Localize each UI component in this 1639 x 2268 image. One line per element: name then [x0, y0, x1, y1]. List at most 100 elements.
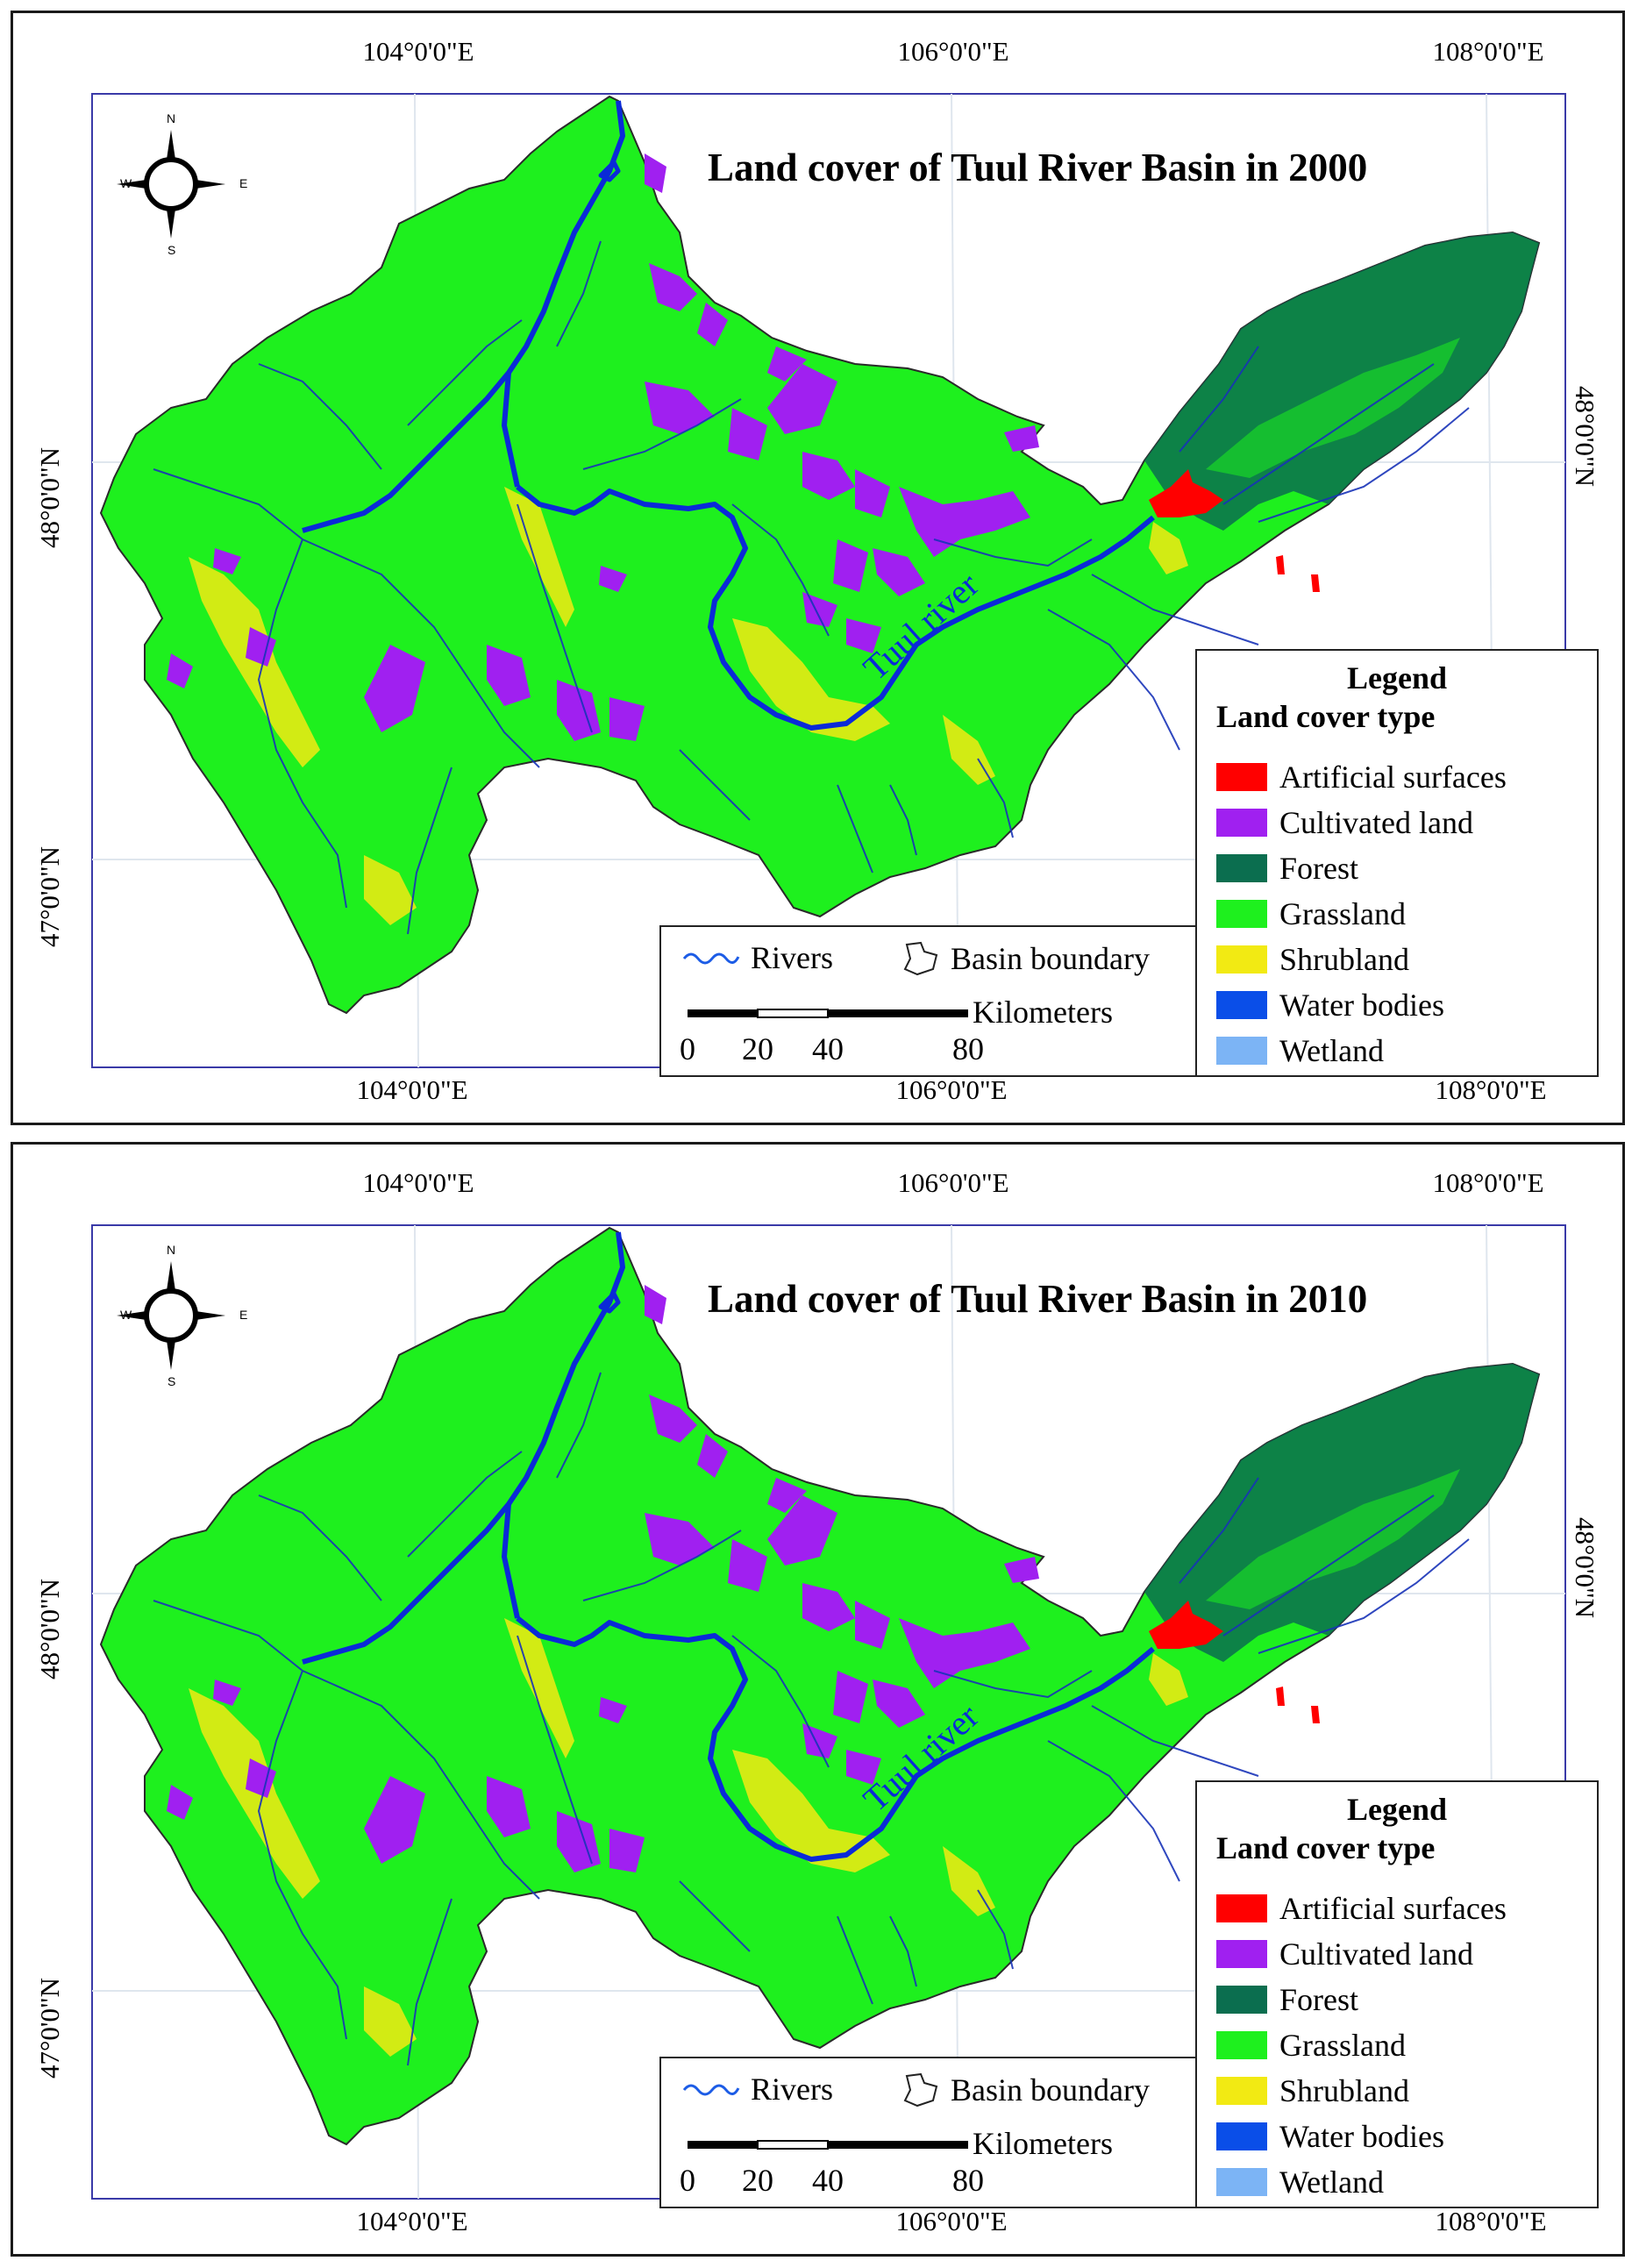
key-rivers: Rivers [681, 2071, 833, 2108]
legend-item: Grassland [1216, 891, 1406, 937]
lon-label-top-108: 108°0'0"E [1432, 36, 1544, 67]
key-basin-label: Basin boundary [951, 941, 1150, 976]
lon-label-top-104: 104°0'0"E [362, 36, 474, 67]
legend-swatch [1216, 2077, 1267, 2105]
lat-label-left-47: 47°0'0"N [34, 845, 65, 947]
legend: Legend Land cover type Artificial surfac… [1195, 649, 1599, 1077]
compass-rose-icon [117, 1261, 225, 1370]
legend-item-label: Grassland [1279, 896, 1406, 931]
key-basin-label: Basin boundary [951, 2072, 1150, 2108]
legend-item: Wetland [1216, 1028, 1384, 1073]
lon-label-bottom-108: 108°0'0"E [1435, 2206, 1547, 2236]
legend-swatch [1216, 763, 1267, 791]
legend: Legend Land cover type Artificial surfac… [1195, 1780, 1599, 2208]
lat-label-left-48: 48°0'0"N [34, 1578, 65, 1680]
tributaries [153, 240, 1470, 935]
legend-swatch [1216, 1986, 1267, 2014]
scale-tick-0: 0 [680, 2163, 695, 2198]
legend-item: Cultivated land [1216, 800, 1473, 845]
legend-item-label: Grassland [1279, 2028, 1406, 2063]
scale-tick-40: 40 [812, 2163, 844, 2198]
cultivated-land-patches [167, 1285, 1039, 1872]
lon-label-top-106: 106°0'0"E [897, 1167, 1009, 1198]
legend-item-label: Shrubland [1279, 2073, 1409, 2108]
lon-label-top-104: 104°0'0"E [362, 1167, 474, 1198]
legend-item: Forest [1216, 845, 1358, 891]
legend-item-label: Wetland [1279, 1033, 1385, 1068]
legend-item-label: Water bodies [1279, 988, 1445, 1023]
legend-swatch [1216, 900, 1267, 928]
legend-item-label: Forest [1279, 1982, 1358, 2017]
legend-item-label: Artificial surfaces [1279, 1891, 1507, 1926]
map-key: Rivers Basin boundary Kilometers 0 20 40… [659, 2057, 1195, 2208]
river-symbol-icon [682, 2084, 740, 2096]
key-basin: Basin boundary [898, 2071, 1150, 2109]
scale-units: Kilometers [973, 995, 1113, 1030]
legend-item-label: Wetland [1279, 2165, 1385, 2200]
legend-item: Water bodies [1216, 2114, 1444, 2159]
legend-item: Shrubland [1216, 2068, 1409, 2114]
cultivated-land-patches [167, 153, 1039, 741]
legend-subtitle: Land cover type [1216, 699, 1436, 734]
lat-label-left-48: 48°0'0"N [34, 446, 65, 548]
compass-n: N [167, 111, 176, 125]
scale-tick-0: 0 [680, 1031, 695, 1066]
main-rivers [302, 1231, 1155, 1862]
compass-s: S [167, 1374, 176, 1388]
legend-item-label: Cultivated land [1279, 1936, 1473, 1972]
key-rivers-label: Rivers [751, 940, 833, 975]
lon-label-bottom-106: 106°0'0"E [895, 1074, 1008, 1105]
lat-label-right-48: 48°0'0"N [1570, 1517, 1600, 1619]
legend-swatch [1216, 1037, 1267, 1065]
legend-title: Legend [1346, 1792, 1447, 1827]
scale-tick-80: 80 [952, 2163, 984, 2198]
lon-label-bottom-106: 106°0'0"E [895, 2206, 1008, 2236]
tributaries [153, 1372, 1470, 2066]
compass-s: S [167, 243, 176, 257]
map-title: Land cover of Tuul River Basin in 2010 [708, 1277, 1368, 1321]
legend-item: Artificial surfaces [1216, 1886, 1507, 1931]
lon-label-top-106: 106°0'0"E [897, 36, 1009, 67]
legend-swatch [1216, 1940, 1267, 1968]
lon-label-bottom-104: 104°0'0"E [356, 2206, 468, 2236]
lon-label-bottom-104: 104°0'0"E [356, 1074, 468, 1105]
key-rivers-label: Rivers [751, 2072, 833, 2107]
compass-n: N [167, 1243, 176, 1257]
basin-grassland [99, 95, 1541, 1015]
compass-w: W [120, 176, 132, 190]
artificial-surfaces [1149, 469, 1320, 592]
scale-bar [688, 1009, 968, 1018]
legend-swatch [1216, 1894, 1267, 1922]
basin-boundary-icon [903, 2072, 938, 2108]
legend-item-label: Cultivated land [1279, 805, 1473, 840]
legend-item-label: Water bodies [1279, 2119, 1445, 2154]
scale-units: Kilometers [973, 2126, 1113, 2161]
legend-swatch [1216, 991, 1267, 1019]
legend-item-label: Forest [1279, 851, 1358, 886]
legend-swatch [1216, 2031, 1267, 2059]
main-rivers [302, 100, 1155, 731]
lat-label-right-48: 48°0'0"N [1570, 386, 1600, 488]
scale-tick-40: 40 [812, 1031, 844, 1066]
map-canvas [91, 93, 1566, 1068]
key-rivers: Rivers [681, 939, 833, 976]
basin-grassland [99, 1226, 1541, 2146]
legend-item: Artificial surfaces [1216, 754, 1507, 800]
legend-item: Shrubland [1216, 937, 1409, 982]
legend-swatch [1216, 2168, 1267, 2196]
compass-e: E [239, 1308, 248, 1322]
shrubland-patches [189, 487, 1188, 925]
compass-w: W [120, 1308, 132, 1322]
legend-title: Legend [1346, 660, 1447, 695]
legend-item-label: Artificial surfaces [1279, 760, 1507, 795]
basin-boundary-icon [903, 941, 938, 976]
legend-item-label: Shrubland [1279, 942, 1409, 977]
legend-item: Cultivated land [1216, 1931, 1473, 1977]
compass-e: E [239, 176, 248, 190]
river-symbol-icon [682, 952, 740, 965]
lat-label-left-47: 47°0'0"N [34, 1977, 65, 2079]
legend-item: Forest [1216, 1977, 1358, 2022]
legend-item: Grassland [1216, 2022, 1406, 2068]
artificial-surfaces [1149, 1601, 1320, 1723]
lon-label-top-108: 108°0'0"E [1432, 1167, 1544, 1198]
